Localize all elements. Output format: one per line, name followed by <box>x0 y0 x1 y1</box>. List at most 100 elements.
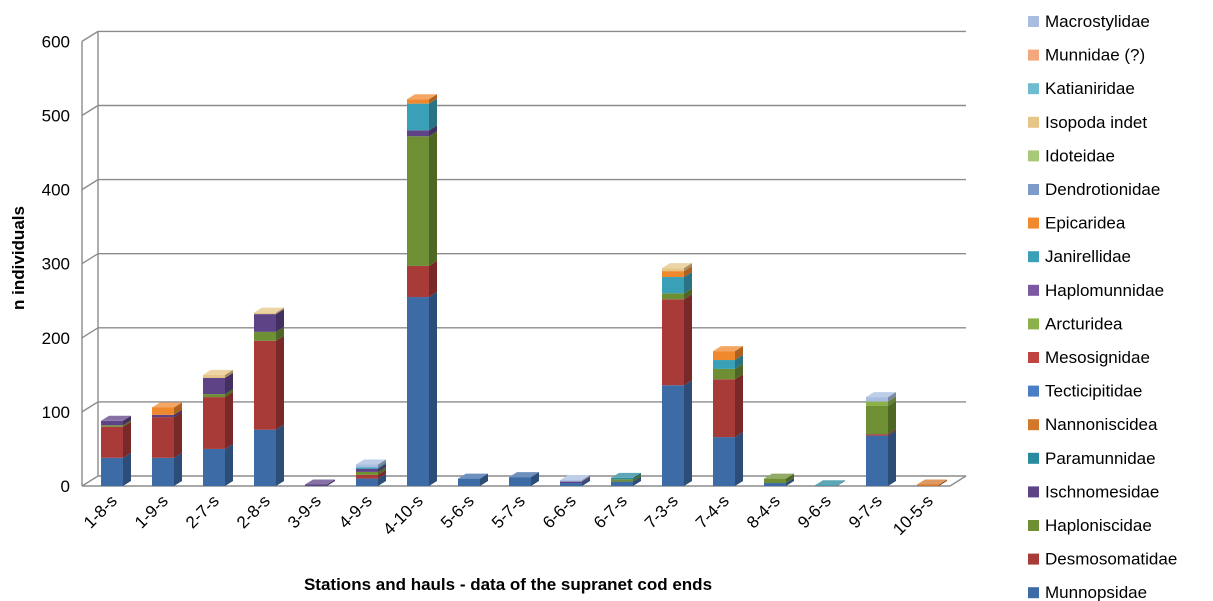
bar-side <box>174 409 182 418</box>
bar-front <box>305 484 327 486</box>
legend-swatch <box>1028 284 1039 296</box>
bar-segment <box>866 400 896 435</box>
legend-label: Isopoda indet <box>1045 113 1147 132</box>
legend-item: Munnidae (?) <box>1028 46 1145 65</box>
bar-side <box>939 479 947 486</box>
legend-item: Dendrotionidae <box>1028 180 1160 199</box>
legend-swatch <box>1028 318 1039 330</box>
bar-front <box>662 293 684 300</box>
bar-side <box>276 307 284 315</box>
gridline-side <box>81 30 99 42</box>
bar-segment <box>101 415 131 426</box>
bar-segment <box>407 94 437 104</box>
bar-side <box>429 131 437 266</box>
bar-top <box>152 402 182 408</box>
bar-side <box>225 372 233 395</box>
bar-front <box>611 481 633 486</box>
bar-side <box>888 400 896 435</box>
bar-side <box>378 473 386 486</box>
bar-side <box>735 432 743 486</box>
bar-segment <box>611 476 641 486</box>
bar-segment <box>407 98 437 131</box>
bar-front <box>101 457 123 486</box>
bar-side <box>123 415 131 426</box>
bar-segment <box>662 288 692 300</box>
x-tick-label: 9-7-s <box>845 491 886 532</box>
bar-segment <box>203 369 233 378</box>
bar-front <box>203 374 225 378</box>
bar-front <box>713 368 735 380</box>
x-tick-label: 6-6-s <box>539 491 580 532</box>
bar-side <box>786 473 794 484</box>
bar-front <box>407 99 429 104</box>
bar-front <box>713 351 735 361</box>
bar-segment <box>713 363 743 380</box>
bar-segment <box>407 125 437 137</box>
bar-front <box>815 485 837 486</box>
legend-swatch <box>1028 251 1039 263</box>
bar-side <box>225 392 233 449</box>
bar-side <box>378 463 386 472</box>
bar-segment <box>713 346 743 361</box>
bar-front <box>101 425 123 427</box>
x-tick-label: 7-3-s <box>641 491 682 532</box>
bar-segment <box>254 326 284 341</box>
bar-side <box>225 389 233 398</box>
legend-label: Tecticipitidae <box>1045 382 1142 401</box>
bar-side <box>429 98 437 131</box>
legend-swatch <box>1028 83 1039 95</box>
bar-front <box>254 312 276 315</box>
bar-front <box>407 136 429 266</box>
bar-segment <box>152 412 182 458</box>
bar-segment <box>662 294 692 386</box>
floor-edge <box>949 475 967 487</box>
bar-side <box>684 272 692 294</box>
bar-front <box>662 277 684 294</box>
bar-segment <box>203 389 233 398</box>
bar-side <box>378 469 386 479</box>
bar-front <box>254 314 276 332</box>
bar-side <box>633 476 641 486</box>
bar-side <box>735 363 743 380</box>
y-tick-label: 500 <box>42 107 70 126</box>
x-tick-label: 8-4-s <box>743 491 784 532</box>
bar-front <box>152 407 174 415</box>
gridline-side <box>81 401 99 413</box>
bar-top <box>356 459 386 465</box>
bar-segment <box>764 478 794 486</box>
bar-side <box>174 452 182 486</box>
x-tick-label: 5-7-s <box>488 491 529 532</box>
bar-segment <box>356 466 386 475</box>
bar-segment <box>560 475 590 482</box>
bar-segment <box>152 452 182 486</box>
bar-front <box>356 464 378 468</box>
x-tick-label: 1-9-s <box>131 491 172 532</box>
bar-side <box>735 355 743 369</box>
legend-label: Mesosignidae <box>1045 348 1150 367</box>
bar-side <box>735 374 743 438</box>
bar-front <box>356 478 378 486</box>
legend-swatch <box>1028 184 1039 195</box>
x-tick-label: 5-6-s <box>437 491 478 532</box>
bar-segment <box>152 409 182 418</box>
bar-front <box>356 474 378 479</box>
bar-front <box>560 480 582 482</box>
bar-segment <box>203 392 233 449</box>
bar-side <box>276 335 284 430</box>
bar-side <box>378 459 386 468</box>
legend-swatch <box>1028 452 1039 464</box>
bar-front <box>866 397 888 402</box>
bar-top <box>458 473 488 479</box>
legend-item: Haplomunnidae <box>1028 281 1164 300</box>
legend-label: Idoteidae <box>1045 146 1115 165</box>
bar-side <box>633 474 641 482</box>
bar-segment <box>356 462 386 469</box>
x-tick-label: 7-4-s <box>692 491 733 532</box>
bar-side <box>225 369 233 378</box>
bar-front <box>407 297 429 486</box>
bar-side <box>429 292 437 486</box>
legend-item: Arcturidea <box>1028 314 1123 333</box>
bar-front <box>866 401 888 406</box>
x-tick-label: 4-9-s <box>335 491 376 532</box>
